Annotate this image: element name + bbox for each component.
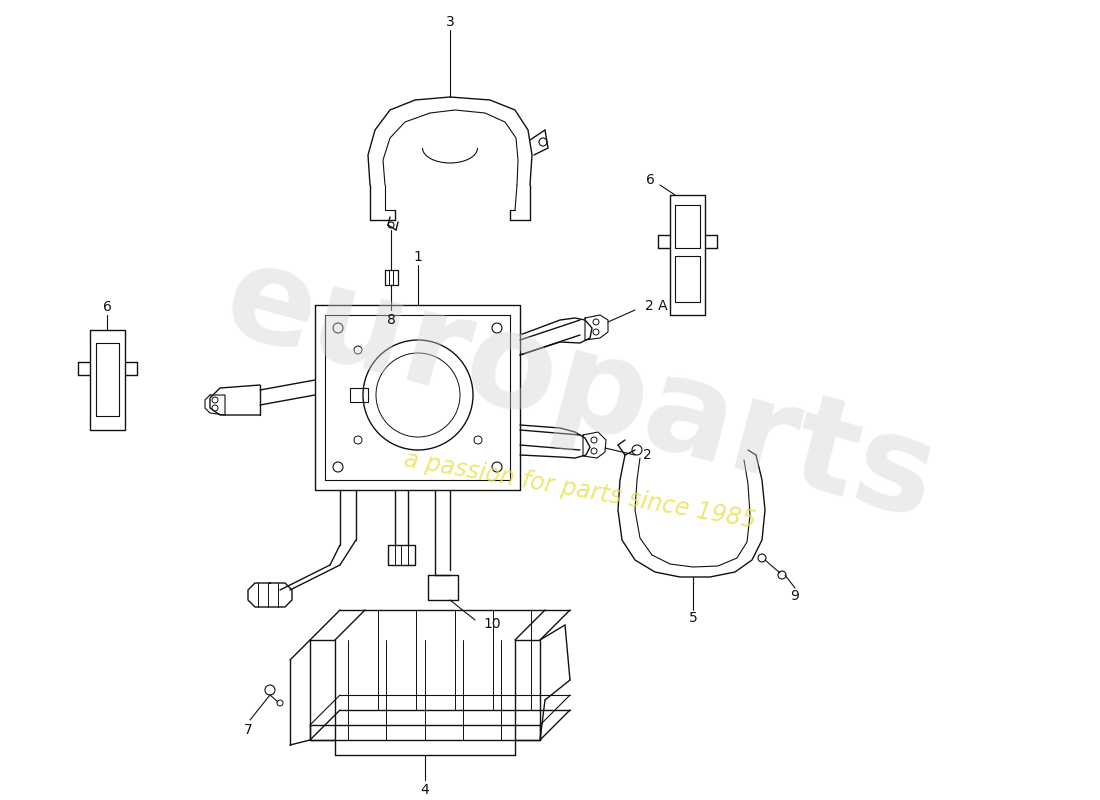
Text: 10: 10 [483, 617, 500, 631]
Text: 1: 1 [414, 250, 422, 264]
Text: 2 A: 2 A [645, 299, 668, 313]
Text: 6: 6 [646, 173, 654, 187]
Text: 6: 6 [102, 300, 111, 314]
Text: 4: 4 [420, 783, 429, 797]
Text: a passion for parts since 1985: a passion for parts since 1985 [403, 447, 758, 533]
Text: 8: 8 [386, 313, 395, 327]
Text: 3: 3 [446, 15, 454, 29]
Text: europarts: europarts [211, 234, 949, 546]
Text: 5: 5 [689, 611, 697, 625]
Text: 9: 9 [791, 589, 800, 603]
Text: 2: 2 [644, 448, 651, 462]
Text: 7: 7 [243, 723, 252, 737]
